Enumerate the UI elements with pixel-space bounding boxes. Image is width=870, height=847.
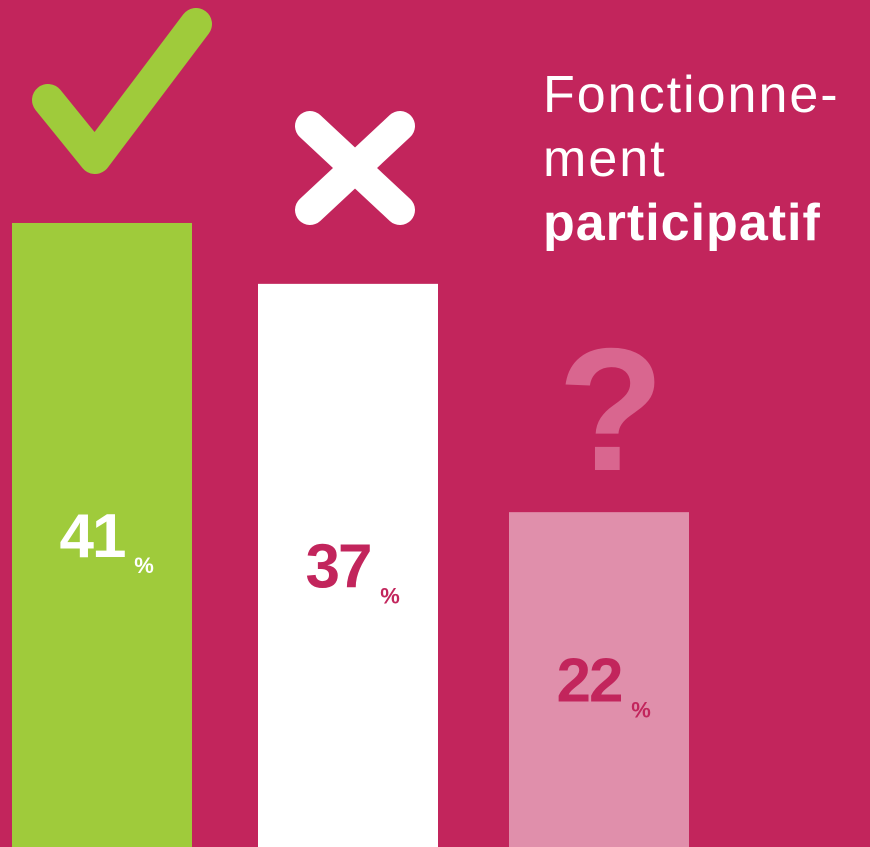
cross-icon — [295, 111, 415, 225]
value-label: 22 — [557, 647, 622, 716]
value-label: 37 — [306, 532, 371, 601]
value-unit: % — [134, 553, 154, 578]
bar — [258, 283, 438, 847]
check-icon — [32, 8, 212, 174]
value-label: 41 — [60, 502, 125, 571]
bar — [509, 512, 689, 847]
question-icon: ? — [558, 313, 665, 508]
title-emphasis: participatif — [543, 194, 821, 252]
bar — [12, 222, 192, 847]
cross-stroke — [295, 111, 415, 225]
value-unit: % — [631, 698, 651, 723]
title-line: ment — [543, 130, 667, 188]
value-unit: % — [380, 583, 400, 608]
title-line: Fonctionne- — [543, 66, 840, 124]
